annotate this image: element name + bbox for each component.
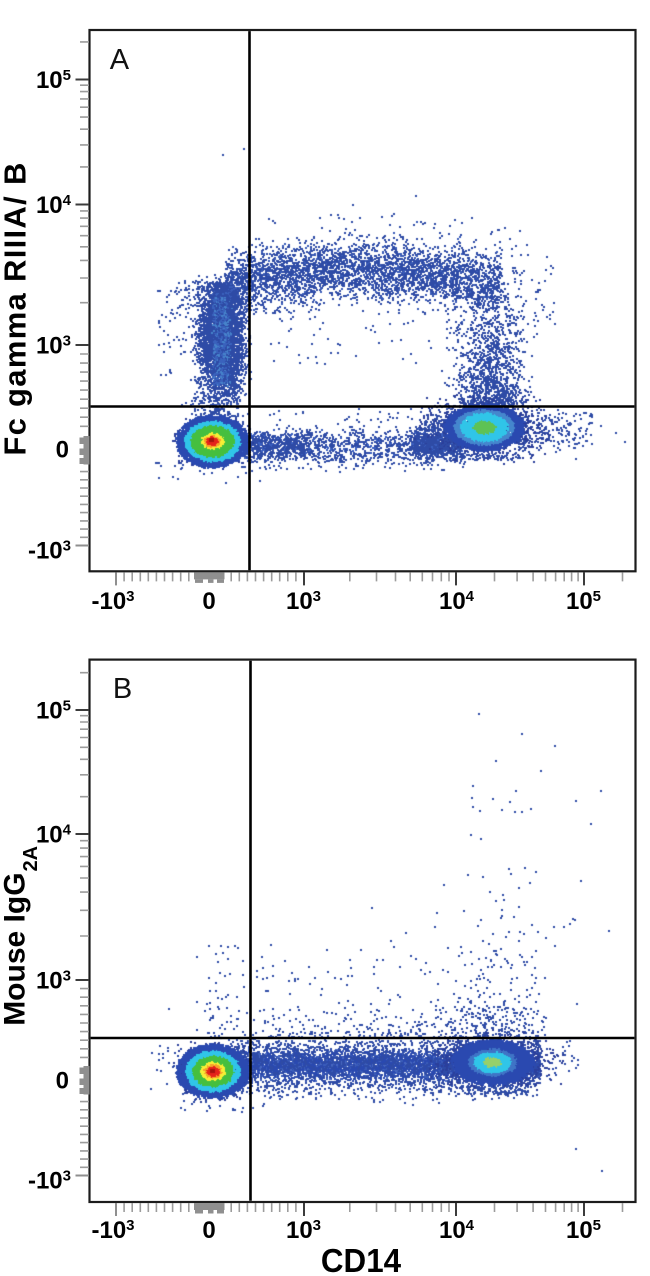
svg-text:B: B [113,673,132,705]
svg-text:0: 0 [56,1067,69,1094]
svg-text:103: 103 [286,1217,321,1244]
svg-text:104: 104 [439,1217,475,1244]
svg-text:103: 103 [36,967,71,994]
svg-text:-103: -103 [28,1167,71,1194]
svg-text:104: 104 [439,588,475,615]
svg-text:A: A [110,44,130,76]
svg-text:0: 0 [56,436,69,463]
svg-text:-103: -103 [91,588,134,615]
svg-text:0: 0 [202,588,215,615]
svg-text:CD14: CD14 [321,1242,401,1276]
svg-text:105: 105 [36,697,71,724]
svg-text:104: 104 [36,821,72,848]
svg-text:Fc gamma RIIIA/ B: Fc gamma RIIIA/ B [0,161,33,455]
svg-text:-103: -103 [91,1217,134,1244]
svg-text:Mouse IgG: Mouse IgG [0,872,32,1025]
svg-text:103: 103 [36,332,71,359]
svg-text:104: 104 [36,192,72,219]
svg-text:2A: 2A [20,846,42,872]
svg-text:105: 105 [566,1217,601,1244]
svg-text:105: 105 [566,588,601,615]
svg-text:-103: -103 [28,537,71,564]
svg-text:103: 103 [286,588,321,615]
svg-text:0: 0 [202,1217,215,1244]
svg-text:105: 105 [36,67,71,94]
